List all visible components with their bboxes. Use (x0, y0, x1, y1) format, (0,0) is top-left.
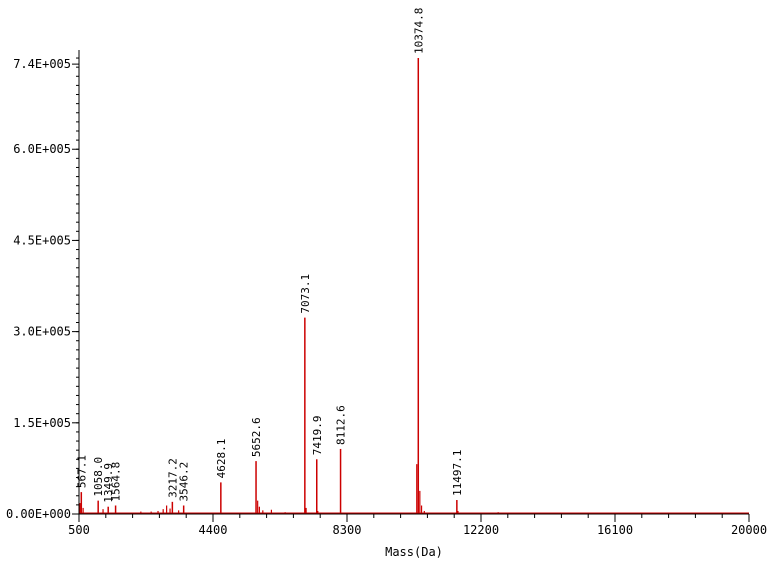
y-tick-label: 0.00E+000 (6, 507, 71, 521)
x-tick-label: 4400 (199, 523, 228, 537)
peak-label: 567.1 (75, 455, 88, 488)
x-tick-label: 16100 (597, 523, 633, 537)
spectrum-series (79, 58, 749, 514)
peak-label: 3217.2 (166, 458, 179, 498)
peak-label: 7419.9 (311, 416, 324, 456)
y-tick-label: 3.0E+005 (13, 325, 71, 339)
peak-label: 3546.2 (178, 462, 191, 502)
peak-label: 10374.8 (412, 8, 425, 54)
peak-label: 7073.1 (299, 274, 312, 314)
peak-label: 11497.1 (451, 450, 464, 496)
peak-label: 1349.9 (102, 463, 115, 503)
peak-label: 1564.8 (110, 462, 123, 502)
x-tick-label: 12200 (463, 523, 499, 537)
axes (78, 50, 749, 515)
y-tick-label: 6.0E+005 (13, 142, 71, 156)
peak-label: 4628.1 (215, 439, 228, 479)
y-tick-label: 1.5E+005 (13, 416, 71, 430)
y-tick-label: 7.4E+005 (13, 57, 71, 71)
peak-label: 1058.0 (92, 457, 105, 497)
y-tick-label: 4.5E+005 (13, 233, 71, 247)
x-axis-title: Mass(Da) (385, 545, 443, 559)
x-tick-label: 500 (68, 523, 90, 537)
peak-label: 5652.6 (250, 417, 263, 457)
x-tick-label: 8300 (333, 523, 362, 537)
y-axis-ticks: 0.00E+000 1.5E+005 3.0E+005 4.5E+005 6.0E+00… (6, 57, 79, 521)
peak-label: 8112.6 (335, 405, 348, 445)
x-tick-label: 20000 (731, 523, 767, 537)
x-axis-ticks: 500 4400 8300 12200 16100 20000 (68, 514, 767, 537)
